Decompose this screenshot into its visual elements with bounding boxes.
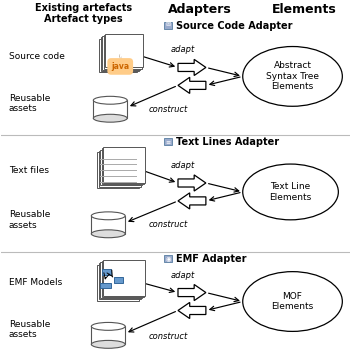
- Text: ≡: ≡: [165, 139, 171, 144]
- Bar: [102, 36, 140, 70]
- Text: Source code: Source code: [9, 52, 65, 61]
- Text: ☕: ☕: [113, 53, 127, 68]
- FancyArrow shape: [178, 193, 206, 209]
- Bar: [102, 148, 144, 184]
- Bar: [100, 262, 142, 298]
- Bar: [100, 283, 111, 288]
- Text: Reusable
assets: Reusable assets: [9, 94, 50, 113]
- Text: ◉: ◉: [165, 256, 171, 261]
- Bar: [101, 37, 139, 71]
- Text: Text Line
Elements: Text Line Elements: [270, 182, 312, 201]
- Bar: [114, 277, 123, 283]
- FancyArrow shape: [178, 302, 206, 319]
- Bar: [164, 255, 172, 262]
- Bar: [93, 100, 127, 118]
- FancyArrow shape: [178, 284, 206, 300]
- Text: EMF Models: EMF Models: [9, 278, 62, 287]
- Text: Adapters: Adapters: [168, 3, 232, 16]
- Text: Abstract
Syntax Tree
Elements: Abstract Syntax Tree Elements: [266, 62, 319, 91]
- Text: java: java: [111, 62, 129, 71]
- Ellipse shape: [91, 323, 125, 330]
- Bar: [103, 260, 145, 295]
- Text: adapt: adapt: [171, 271, 195, 279]
- Text: construct: construct: [148, 220, 188, 229]
- Text: construct: construct: [148, 105, 188, 114]
- Text: Existing artefacts
Artefact types: Existing artefacts Artefact types: [35, 3, 132, 24]
- Text: Text Lines Adapter: Text Lines Adapter: [176, 137, 279, 147]
- Ellipse shape: [93, 114, 127, 122]
- Bar: [102, 261, 144, 297]
- Bar: [99, 263, 141, 299]
- Text: ✉: ✉: [165, 22, 171, 28]
- Text: construct: construct: [148, 333, 188, 341]
- Bar: [102, 269, 111, 274]
- Text: adapt: adapt: [171, 161, 195, 170]
- Bar: [99, 151, 141, 187]
- Bar: [105, 33, 143, 67]
- Bar: [97, 265, 139, 300]
- Bar: [100, 150, 142, 185]
- Bar: [104, 35, 142, 69]
- Ellipse shape: [91, 340, 125, 348]
- Text: Elements: Elements: [272, 3, 337, 16]
- Text: EMF Adapter: EMF Adapter: [176, 254, 246, 264]
- Text: Source Code Adapter: Source Code Adapter: [176, 21, 292, 31]
- Bar: [164, 138, 172, 145]
- Bar: [91, 216, 125, 234]
- FancyArrow shape: [178, 175, 206, 191]
- Ellipse shape: [243, 47, 342, 106]
- Bar: [164, 22, 172, 28]
- Bar: [99, 38, 137, 72]
- FancyArrow shape: [178, 59, 206, 75]
- Bar: [97, 152, 139, 188]
- Ellipse shape: [243, 164, 338, 220]
- Text: Reusable
assets: Reusable assets: [9, 320, 50, 339]
- Bar: [103, 147, 145, 183]
- Ellipse shape: [243, 272, 342, 331]
- Ellipse shape: [91, 230, 125, 238]
- Text: Text files: Text files: [9, 166, 49, 174]
- Text: MOF
Elements: MOF Elements: [271, 292, 314, 311]
- Text: Reusable
assets: Reusable assets: [9, 210, 50, 230]
- Ellipse shape: [91, 212, 125, 220]
- Ellipse shape: [93, 96, 127, 104]
- Bar: [91, 326, 125, 344]
- Text: adapt: adapt: [171, 46, 195, 54]
- FancyArrow shape: [178, 77, 206, 93]
